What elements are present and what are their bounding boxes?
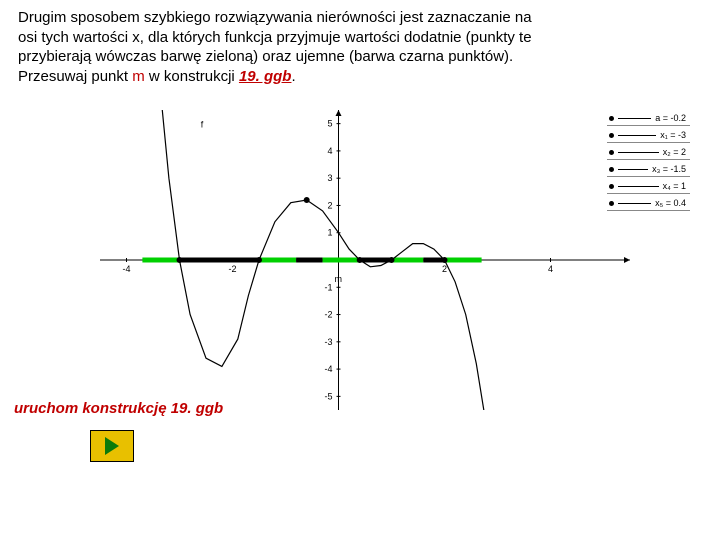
polynomial-chart: -4 -2 2 4 -5 -4 -3 -2 -1 1 2 3 4 5 m f [100,110,630,410]
svg-text:4: 4 [327,146,332,156]
para-line1: Drugim sposobem szybkiego rozwiązywania … [18,9,532,26]
intro-paragraph: Drugim sposobem szybkiego rozwiązywania … [18,8,702,86]
para-line2: osi tych wartości x, dla których funkcja… [18,29,532,46]
param-a[interactable]: a = -0.2 [607,112,690,126]
param-x5[interactable]: x₅ = 0.4 [607,197,690,211]
para-m: m [132,68,145,85]
svg-text:3: 3 [327,173,332,183]
svg-text:m: m [335,274,343,284]
param-x1[interactable]: x₁ = -3 [607,129,690,143]
play-button[interactable] [90,430,134,462]
svg-text:5: 5 [327,119,332,129]
svg-text:-2: -2 [228,264,236,274]
svg-text:4: 4 [548,264,553,274]
svg-text:f: f [201,120,204,130]
svg-text:1: 1 [327,228,332,238]
svg-text:-1: -1 [324,282,332,292]
svg-text:-3: -3 [324,337,332,347]
svg-text:-4: -4 [122,264,130,274]
para-line3: przybierają wówczas barwę zieloną) oraz … [18,48,513,65]
svg-text:-2: -2 [324,310,332,320]
ggb-link[interactable]: 19. ggb [239,68,292,85]
param-x2[interactable]: x₂ = 2 [607,146,690,160]
svg-text:2: 2 [442,264,447,274]
para-line4a: Przesuwaj punkt [18,68,132,85]
para-line4b: w konstrukcji [145,68,239,85]
svg-text:2: 2 [327,200,332,210]
chart-area: -4 -2 2 4 -5 -4 -3 -2 -1 1 2 3 4 5 m f [100,110,630,410]
launch-text: uruchom konstrukcję 19. ggb [14,400,223,417]
param-x3[interactable]: x₃ = -1.5 [607,163,690,177]
parameter-panel: a = -0.2 x₁ = -3 x₂ = 2 x₃ = -1.5 x₄ = 1… [607,112,690,214]
param-x4[interactable]: x₄ = 1 [607,180,690,194]
para-line4c: . [291,68,295,85]
svg-text:-4: -4 [324,364,332,374]
svg-text:-5: -5 [324,391,332,401]
